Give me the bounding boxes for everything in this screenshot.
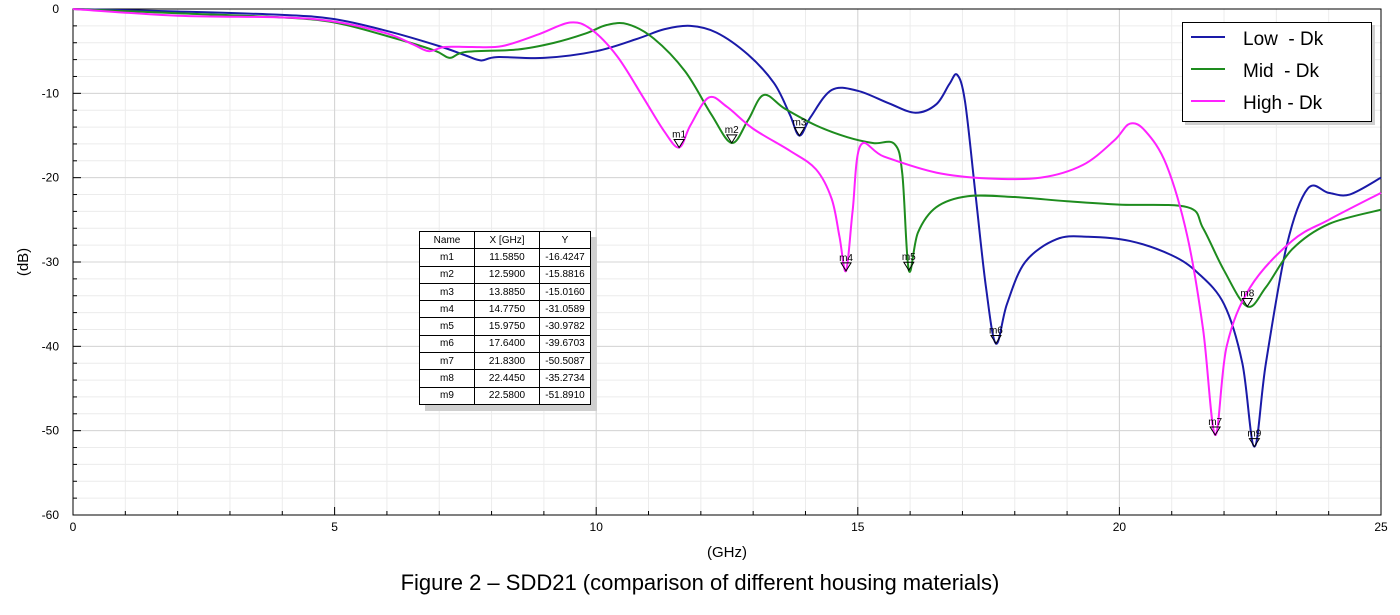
legend-swatch-high-dk (1191, 100, 1225, 102)
marker-name-cell: m1 (419, 248, 475, 267)
table-row: m8 22.4450 -35.2734 (419, 369, 591, 388)
marker-y-cell: -35.2734 (539, 369, 591, 388)
figure-caption: Figure 2 – SDD21 (comparison of differen… (400, 570, 1000, 595)
axis-ticks: 0 5 10 15 20 25 0 -10 -20 -30 -40 -50 -60 (42, 2, 1388, 534)
marker-y-cell: -30.9782 (539, 317, 591, 336)
legend-item-low-dk: Low - Dk (1183, 26, 1371, 56)
marker-m9-triangle (1248, 438, 1261, 448)
marker-y-cell: -51.8910 (539, 386, 591, 405)
marker-name-cell: m4 (419, 300, 475, 319)
marker-x-cell: 17.6400 (474, 334, 540, 354)
marker-name-cell: m5 (419, 317, 475, 336)
marker-m1-triangle (673, 139, 686, 149)
marker-x-cell: 22.4450 (474, 369, 540, 388)
marker-name-cell: m8 (419, 369, 475, 388)
series-line-mid-dk (72, 8, 1382, 308)
marker-y-cell: -16.4247 (539, 248, 591, 267)
legend-label-mid-dk: Mid - Dk (1243, 61, 1319, 82)
marker-m9-label: m9 (1247, 429, 1261, 440)
series-line-low-dk (72, 8, 1382, 448)
x-tick-label: 15 (851, 520, 865, 534)
y-tick-label: -30 (42, 255, 60, 269)
marker-table: Name X [GHz] Y m1 11.5850 -16.4247 m2 12.59… (419, 230, 591, 405)
legend-label-high-dk: High - Dk (1243, 93, 1323, 114)
marker-name-cell: m6 (419, 334, 475, 354)
marker-m5-label: m5 (902, 252, 916, 263)
y-tick-label: -10 (42, 86, 60, 100)
marker-m4-triangle (840, 262, 852, 272)
marker-y-cell: -39.6703 (539, 334, 591, 354)
marker-name-cell: m7 (419, 352, 475, 371)
x-tick-label: 5 (331, 520, 338, 534)
marker-m5-triangle (902, 261, 915, 272)
marker-table-header-row: Name X [GHz] Y (419, 230, 591, 250)
table-row: m3 13.8850 -15.0160 (419, 282, 591, 302)
marker-table-header-y: Y (539, 230, 591, 250)
marker-y-cell: -15.8816 (539, 265, 591, 284)
marker-m3-label: m3 (793, 118, 807, 129)
plot-grid (72, 8, 1382, 516)
marker-x-cell: 13.8850 (474, 282, 540, 302)
table-row: m5 15.9750 -30.9782 (419, 317, 591, 336)
legend-label-low-dk: Low - Dk (1243, 29, 1324, 50)
marker-y-cell: -31.0589 (539, 300, 591, 319)
table-row: m7 21.8300 -50.5087 (419, 352, 591, 371)
marker-y-cell: -15.0160 (539, 282, 591, 302)
marker-m1-label: m1 (672, 130, 686, 141)
marker-m7-triangle (1209, 426, 1222, 436)
y-tick-label: -20 (42, 171, 60, 185)
marker-m7-label: m7 (1208, 417, 1222, 428)
legend-item-mid-dk: Mid - Dk (1183, 58, 1371, 88)
marker-x-cell: 22.5800 (474, 386, 540, 405)
marker-name-cell: m3 (419, 282, 475, 302)
y-axis-label: (dB) (15, 248, 32, 276)
legend-item-high-dk: High - Dk (1183, 90, 1371, 120)
chart-legend: Low - Dk Mid - Dk High - Dk (1182, 22, 1372, 122)
marker-x-cell: 11.5850 (474, 248, 540, 267)
x-tick-label: 25 (1374, 520, 1388, 534)
marker-name-cell: m9 (419, 386, 475, 405)
marker-x-cell: 15.9750 (474, 317, 540, 336)
table-row: m6 17.6400 -39.6703 (419, 334, 591, 354)
marker-m8-label: m8 (1240, 288, 1254, 299)
marker-x-cell: 14.7750 (474, 300, 540, 319)
marker-table-header-name: Name (419, 230, 475, 250)
marker-m2-triangle (725, 134, 738, 144)
y-tick-label: -60 (42, 508, 60, 522)
table-row: m9 22.5800 -51.8910 (419, 386, 591, 405)
marker-table-header-x: X [GHz] (474, 230, 540, 250)
table-row: m2 12.5900 -15.8816 (419, 265, 591, 284)
marker-m6-triangle (990, 335, 1002, 345)
marker-y-cell: -50.5087 (539, 352, 591, 371)
y-tick-label: 0 (52, 2, 59, 16)
legend-swatch-mid-dk (1191, 68, 1225, 70)
x-tick-label: 0 (70, 520, 77, 534)
markers-layer: m1 m2 m3 m4 m5 m6 m7 m8 m9 (672, 118, 1262, 448)
marker-name-cell: m2 (419, 265, 475, 284)
marker-m2-label: m2 (725, 125, 739, 136)
series-layer (72, 8, 1382, 448)
y-tick-label: -40 (42, 339, 60, 353)
table-row: m4 14.7750 -31.0589 (419, 300, 591, 319)
x-tick-label: 10 (590, 520, 604, 534)
x-tick-label: 20 (1113, 520, 1127, 534)
y-tick-label: -50 (42, 424, 60, 438)
marker-x-cell: 21.8300 (474, 352, 540, 371)
series-line-high-dk (72, 8, 1382, 436)
x-axis-label: (GHz) (707, 544, 747, 561)
marker-x-cell: 12.5900 (474, 265, 540, 284)
legend-swatch-low-dk (1191, 36, 1225, 38)
table-row: m1 11.5850 -16.4247 (419, 248, 591, 267)
marker-m3-triangle (793, 127, 806, 137)
marker-m6-label: m6 (989, 326, 1003, 337)
marker-m4-label: m4 (839, 253, 853, 264)
marker-m8-triangle (1241, 297, 1254, 308)
